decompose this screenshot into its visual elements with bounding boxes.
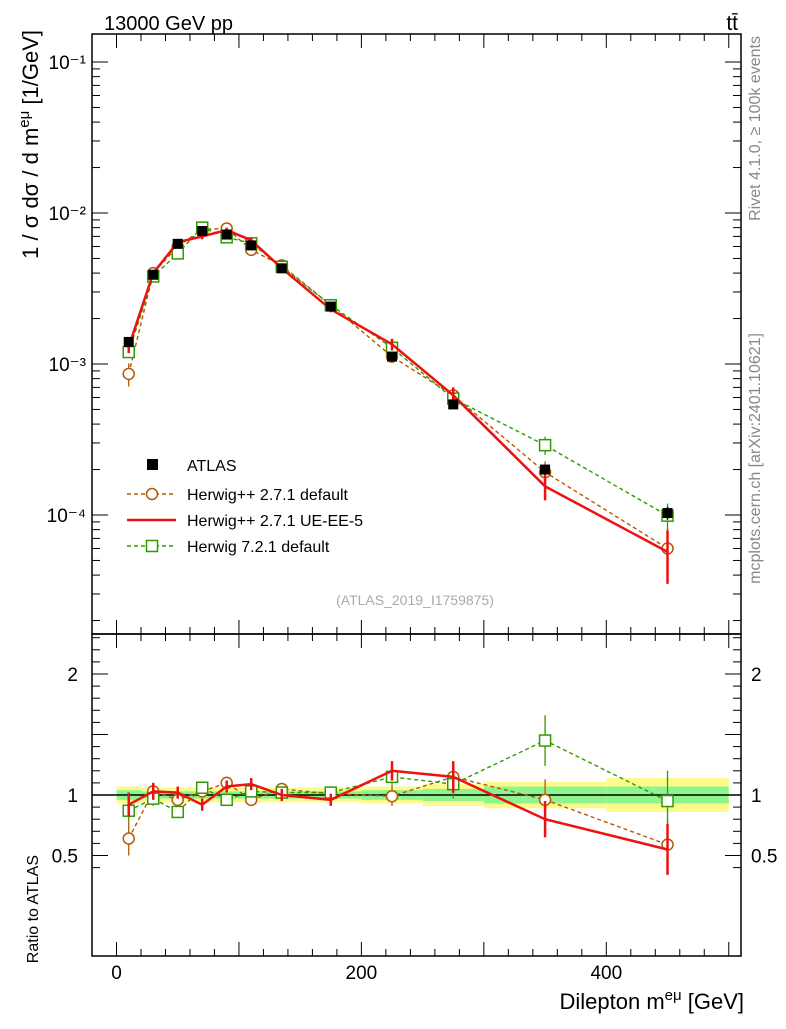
x-tick-label: 0 [111,963,122,984]
atlas-data-point [387,351,398,362]
main-y-axis-label: 1 / σ dσ / d meμ [1/GeV] [16,30,43,259]
herwigpp-default-marker [122,367,135,381]
atlas-data-point [246,240,257,251]
legend-herwigpp-default-marker [145,487,159,501]
herwig7-default-marker [220,793,233,807]
ratio-y-tick-label: 0.5 [52,847,78,868]
energy-label: 13000 GeV pp [104,13,233,35]
legend: ATLAS Herwig++ 2.7.1 default Herwig++ 2.… [127,458,363,556]
main-y-tick-label: 10⁻¹ [49,53,87,74]
herwig7-default-marker [538,438,552,452]
herwig7-default-marker [195,781,209,794]
rivet-label: Rivet 4.1.0, ≥ 100k events [747,36,764,221]
atlas-data-point [172,238,183,249]
ratio-y-tick-label: 1 [67,786,78,807]
ratio-y-tick-label: 2 [67,665,78,686]
ratio-y-axis-label: Ratio to ATLAS [25,855,42,963]
mcplots-label: mcplots.cern.ch [arXiv:2401.10621] [747,333,764,584]
ratio-y-tick-label-right: 0.5 [751,847,777,868]
analysis-label: (ATLAS_2019_I1759875) [336,592,494,608]
ratio-y-tick-label-right: 2 [751,665,762,686]
atlas-data-point [276,263,287,274]
main-y-tick-label: 10⁻² [49,204,87,225]
herwig7-default-marker [171,247,184,260]
herwig7-default-marker [171,805,184,819]
herwig7-default-marker [661,794,674,808]
x-tick-label: 400 [590,963,622,984]
herwigpp-default-marker [122,832,135,845]
herwig7-default-marker [538,734,552,747]
legend-herwig7-default-marker [145,539,159,553]
ratio-y-tick-label-right: 1 [751,786,762,807]
atlas-data-point [197,225,208,236]
x-axis-label: Dilepton meμ [GeV] [559,987,744,1014]
atlas-data-point [662,508,673,519]
x-tick-label: 200 [346,963,378,984]
legend-herwigpp-default-label: Herwig++ 2.7.1 default [187,487,349,504]
atlas-data-point [448,399,459,410]
herwigpp-default-marker [385,789,399,803]
atlas-data-point [540,464,551,475]
legend-atlas-label: ATLAS [187,458,237,475]
process-label: tt̄ [726,12,738,35]
main-y-tick-label: 10⁻³ [49,355,87,376]
legend-atlas-marker [147,459,158,470]
herwigpp-default-line [128,776,668,846]
main-plot-panel: 10⁻¹ 10⁻² 10⁻³ 10⁻⁴ [47,33,742,635]
legend-herwig7-default-label: Herwig 7.2.1 default [187,539,330,556]
atlas-data-point [325,301,336,312]
atlas-data-point [123,336,134,347]
main-y-tick-label: 10⁻⁴ [47,506,86,527]
ratio-plot-panel: 2 2 1 1 0.5 0.5 [52,633,777,957]
legend-herwigpp-ueee5-label: Herwig++ 2.7.1 UE-EE-5 [187,513,363,530]
atlas-data-point [221,229,232,240]
atlas-data-point [148,269,159,280]
herwigpp-ueee5-line [128,769,668,851]
